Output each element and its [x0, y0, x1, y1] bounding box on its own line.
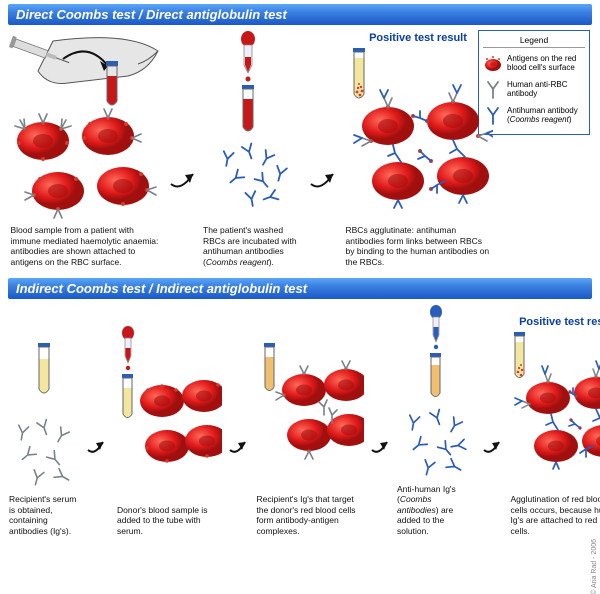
blue-ab-scatter-icon — [407, 409, 465, 475]
dropper-blue-icon — [430, 305, 442, 349]
indirect-stage-2-caption: Donor's blood sample is added to the tub… — [117, 505, 217, 537]
indirect-stage-3-caption: Recipient's Ig's that target the donor's… — [257, 494, 362, 537]
indirect-stage-5-img — [508, 330, 600, 490]
indirect-stage-3-img — [254, 315, 364, 490]
indirect-arrow-4 — [482, 414, 502, 458]
indirect-header: Indirect Coombs test / Indirect antiglob… — [8, 278, 592, 299]
indirect-stage-1-img — [8, 315, 80, 490]
tube-agglut-icon — [353, 48, 365, 98]
indirect-arrow-2 — [228, 414, 248, 458]
indirect-stage-3: Recipient's Ig's that target the donor's… — [254, 315, 364, 537]
direct-arrow-2 — [309, 144, 337, 194]
indirect-stage-row: Recipient's serum is obtained, containin… — [8, 305, 592, 537]
direct-stage-1: Blood sample from a patient with immune … — [8, 31, 163, 268]
direct-stage-3: Positive test result — [343, 32, 493, 268]
donor-rbc-icon — [140, 380, 222, 463]
direct-stage-2-img — [203, 31, 303, 221]
coombs-ab-scatter-icon — [221, 144, 287, 207]
rbc-with-gray-ab-icon — [276, 361, 364, 459]
arm-draw-icon — [9, 36, 158, 105]
indirect-stage-5-caption: Agglutination of red blood cells occurs,… — [511, 494, 600, 537]
indirect-stage-5: Positive test result — [508, 316, 600, 537]
tube-orange-icon — [264, 343, 275, 391]
dropper-red-icon — [122, 326, 134, 370]
indirect-arrow-1 — [86, 414, 106, 458]
direct-stage-1-caption: Blood sample from a patient with immune … — [11, 225, 161, 268]
direct-stage-row: Blood sample from a patient with immune … — [8, 31, 592, 268]
diagram-root: Direct Coombs test / Direct antiglobulin… — [0, 0, 600, 541]
agglutinated-rbc-icon — [354, 85, 493, 208]
tube-serum-icon — [122, 374, 133, 418]
indirect-stage-4-caption: Anti-human Ig's (Coombs antibodies) are … — [397, 484, 475, 537]
direct-positive-title: Positive test result — [369, 32, 467, 44]
direct-stage-3-caption: RBCs agglutinate: antihuman antibodies f… — [346, 225, 491, 268]
indirect-stage-1-caption: Recipient's serum is obtained, containin… — [9, 494, 79, 537]
direct-arrow-1 — [169, 144, 197, 194]
direct-stage-2: The patient's washed RBCs are incubated … — [203, 31, 303, 268]
tube-serum-icon — [38, 343, 50, 393]
indirect-stage-4-img — [396, 305, 476, 480]
tube-icon — [242, 85, 254, 131]
dropper-icon — [241, 31, 255, 82]
indirect-positive-title: Positive test result — [519, 316, 600, 328]
copyright-text: © Aria Rad - 2006 — [591, 539, 598, 594]
direct-header: Direct Coombs test / Direct antiglobulin… — [8, 4, 592, 25]
indirect-stage-1: Recipient's serum is obtained, containin… — [8, 315, 80, 537]
indirect-stage-2: Donor's blood sample is added to the tub… — [112, 326, 222, 537]
indirect-stage-4: Anti-human Ig's (Coombs antibodies) are … — [396, 305, 476, 537]
tube-agglut-icon — [514, 332, 525, 378]
tube-orange-icon — [430, 353, 441, 397]
indirect-stage-2-img — [112, 326, 222, 501]
gray-ab-scatter-icon — [16, 420, 71, 486]
direct-stage-2-caption: The patient's washed RBCs are incubated … — [203, 225, 303, 268]
rbc-cluster-icon — [15, 109, 156, 218]
indirect-arrow-3 — [370, 414, 390, 458]
direct-stage-3-img — [343, 46, 493, 221]
agglutinated-rbc-icon — [515, 361, 600, 469]
direct-stage-1-img — [8, 31, 163, 221]
